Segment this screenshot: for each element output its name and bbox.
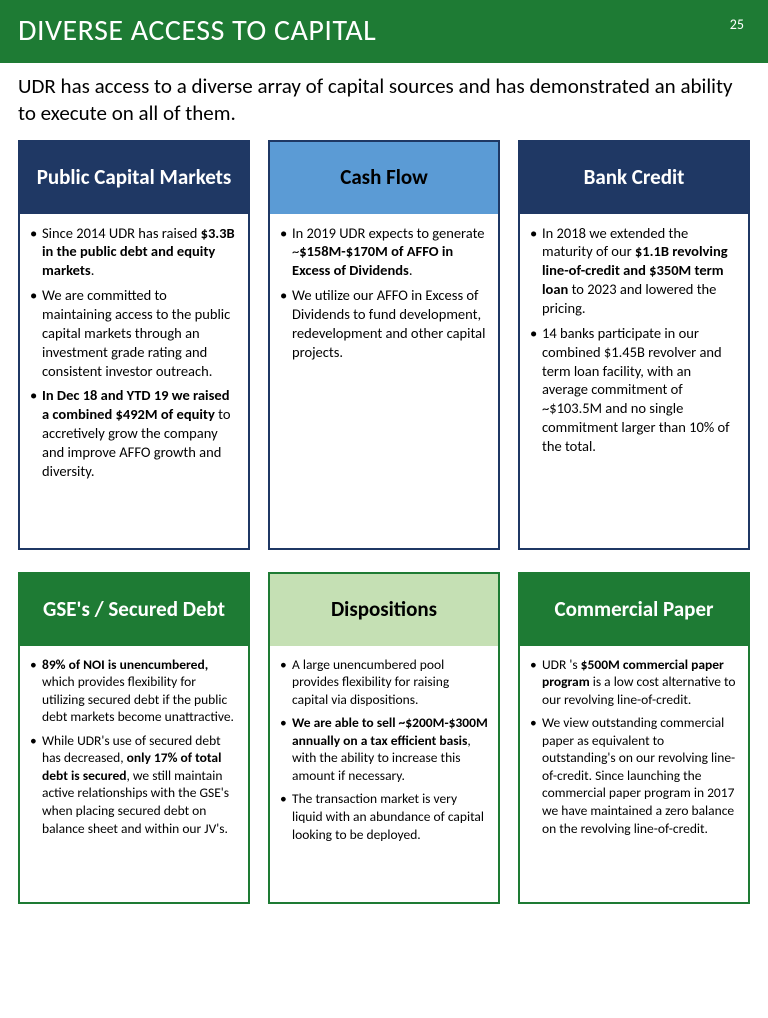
card-title: Bank Credit — [520, 142, 748, 214]
card-public-capital-markets: Public Capital Markets Since 2014 UDR has… — [18, 140, 250, 550]
card-body: 89% of NOI is unencumbered, which provid… — [20, 646, 248, 902]
card-title: Cash Flow — [270, 142, 498, 214]
card-commercial-paper: Commercial Paper UDR 's $500M commercial … — [518, 572, 750, 904]
bullet-item: A large unencumbered pool provides flexi… — [280, 656, 488, 709]
card-grid: Public Capital Markets Since 2014 UDR has… — [0, 140, 768, 922]
bullet-item: In 2019 UDR expects to generate ~$158M-$… — [280, 224, 488, 281]
card-body: A large unencumbered pool provides flexi… — [270, 646, 498, 902]
card-body: In 2019 UDR expects to generate ~$158M-$… — [270, 214, 498, 548]
bullet-item: 89% of NOI is unencumbered, which provid… — [30, 656, 238, 726]
bullet-item: We utilize our AFFO in Excess of Dividen… — [280, 286, 488, 361]
card-body: UDR 's $500M commercial paper program is… — [520, 646, 748, 902]
bullet-list: Since 2014 UDR has raised $3.3B in the p… — [30, 224, 238, 481]
bullet-item: 14 banks participate in our combined $1.… — [530, 324, 738, 456]
bullet-list: 89% of NOI is unencumbered, which provid… — [30, 656, 238, 837]
slide-header: DIVERSE ACCESS TO CAPITAL 25 — [0, 0, 768, 63]
bullet-list: In 2019 UDR expects to generate ~$158M-$… — [280, 224, 488, 362]
bullet-item: UDR 's $500M commercial paper program is… — [530, 656, 738, 709]
bullet-item: Since 2014 UDR has raised $3.3B in the p… — [30, 224, 238, 281]
card-gse-s-secured-debt: GSE's / Secured Debt 89% of NOI is unencu… — [18, 572, 250, 904]
card-cash-flow: Cash Flow In 2019 UDR expects to generate… — [268, 140, 500, 550]
card-title: Public Capital Markets — [20, 142, 248, 214]
bullet-list: A large unencumbered pool provides flexi… — [280, 656, 488, 843]
bullet-item: In Dec 18 and YTD 19 we raised a combine… — [30, 386, 238, 480]
card-dispositions: Dispositions A large unencumbered pool pr… — [268, 572, 500, 904]
card-body: Since 2014 UDR has raised $3.3B in the p… — [20, 214, 248, 548]
bullet-list: UDR 's $500M commercial paper program is… — [530, 656, 738, 837]
bullet-item: In 2018 we extended the maturity of our … — [530, 224, 738, 318]
card-body: In 2018 we extended the maturity of our … — [520, 214, 748, 548]
bullet-list: In 2018 we extended the maturity of our … — [530, 224, 738, 456]
card-bank-credit: Bank Credit In 2018 we extended the matur… — [518, 140, 750, 550]
card-title: Dispositions — [270, 574, 498, 646]
bullet-item: While UDR's use of secured debt has decr… — [30, 732, 238, 837]
intro-text: UDR has access to a diverse array of cap… — [0, 63, 768, 140]
card-title: Commercial Paper — [520, 574, 748, 646]
page-number: 25 — [730, 16, 744, 33]
page-title: DIVERSE ACCESS TO CAPITAL — [18, 12, 376, 49]
card-title: GSE's / Secured Debt — [20, 574, 248, 646]
bullet-item: We are able to sell ~$200M-$300M annuall… — [280, 714, 488, 784]
bullet-item: We view outstanding commercial paper as … — [530, 714, 738, 837]
bullet-item: We are committed to maintaining access t… — [30, 286, 238, 380]
bullet-item: The transaction market is very liquid wi… — [280, 790, 488, 843]
